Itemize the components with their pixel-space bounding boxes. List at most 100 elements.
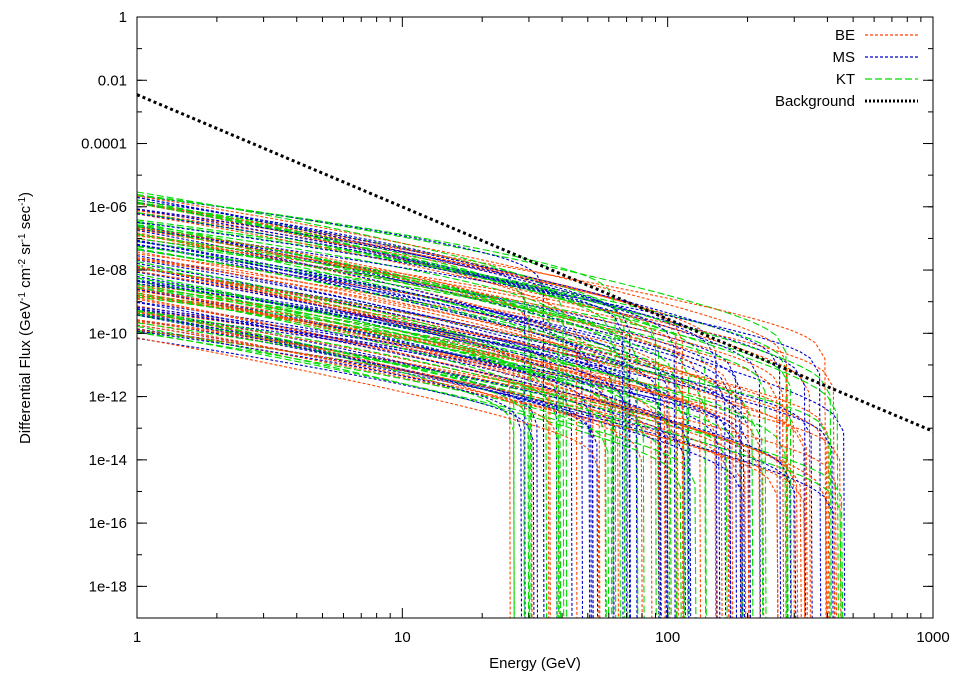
y-tick-label: 1e-10	[89, 325, 127, 342]
y-tick-label: 1e-18	[89, 578, 127, 595]
spectrum-curve-kt	[137, 313, 515, 618]
spectrum-curve-ms	[137, 314, 687, 618]
x-tick-label: 100	[655, 629, 680, 646]
spectrum-curve-be	[137, 324, 643, 618]
spectrum-curve-kt	[137, 277, 672, 618]
spectrum-curve-ms	[137, 314, 836, 618]
spectrum-curve-kt	[137, 330, 697, 618]
series-line-background	[137, 93, 933, 433]
spectrum-curve-be	[137, 270, 828, 618]
axis-ticks	[136, 16, 934, 619]
spectrum-curve-ms	[137, 240, 727, 618]
spectrum-curve-be	[137, 232, 601, 618]
spectrum-curve-kt	[137, 195, 617, 618]
y-tick-label: 1e-12	[89, 389, 127, 406]
spectrum-curve-kt	[137, 222, 621, 618]
spectrum-curve-ms	[137, 309, 539, 618]
spectrum-curve-ms	[137, 287, 667, 618]
spectrum-curve-ms	[137, 306, 732, 618]
spectrum-curve-ms	[137, 312, 744, 618]
spectrum-curve-be	[137, 288, 828, 618]
spectrum-curve-be	[137, 227, 533, 618]
plot-frame	[136, 16, 934, 619]
spectrum-curve-be	[137, 320, 838, 618]
spectrum-curve-be	[137, 285, 717, 618]
x-tick-label: 10	[394, 629, 411, 646]
spectrum-curve-kt	[137, 280, 548, 618]
spectrum-curve-kt	[137, 309, 607, 618]
spectrum-curve-be	[137, 294, 808, 618]
spectrum-curve-be	[137, 267, 830, 618]
spectrum-curve-ms	[137, 337, 535, 618]
spectrum-curve-be	[137, 309, 842, 618]
spectrum-curve-kt	[137, 309, 842, 618]
spectrum-curve-be	[137, 251, 594, 618]
spectrum-curve-be	[137, 238, 684, 618]
y-tick-label: 1e-14	[89, 452, 127, 469]
spectrum-curve-be	[137, 266, 806, 618]
spectrum-curve-be	[137, 298, 802, 618]
spectrum-curve-ms	[137, 224, 846, 618]
spectrum-curve-ms	[137, 196, 782, 618]
spectrum-curve-kt	[137, 247, 707, 618]
spectrum-curve-kt	[137, 310, 669, 618]
spectrum-curve-kt	[137, 224, 568, 618]
legend-label-be: BE	[835, 27, 855, 44]
spectrum-curve-ms	[137, 266, 615, 618]
spectrum-curve-kt	[137, 273, 562, 618]
y-tick-label: 0.0001	[81, 136, 127, 153]
x-axis-label: Energy (GeV)	[489, 655, 581, 672]
y-tick-label: 0.01	[98, 72, 127, 89]
spectrum-curve-ms	[137, 280, 628, 618]
spectrum-curve-be	[137, 203, 551, 618]
spectrum-curve-kt	[137, 191, 565, 618]
spectra-curves	[137, 191, 846, 618]
spectrum-curve-kt	[137, 314, 844, 618]
spectrum-curve-kt	[137, 220, 657, 618]
spectrum-curve-kt	[137, 233, 629, 618]
spectrum-curve-be	[137, 235, 836, 618]
spectrum-curve-ms	[137, 262, 638, 618]
spectrum-curve-ms	[137, 259, 750, 618]
spectrum-curve-ms	[137, 229, 584, 618]
spectrum-curve-be	[137, 234, 779, 618]
spectrum-curve-be	[137, 257, 671, 618]
spectrum-curve-ms	[137, 196, 718, 618]
y-tick-label: 1e-16	[89, 515, 127, 532]
y-tick-label: 1e-06	[89, 199, 127, 216]
spectrum-curve-kt	[137, 264, 787, 618]
spectrum-curve-ms	[137, 288, 692, 618]
spectrum-curve-ms	[137, 271, 690, 618]
legend: BE MS KT Background	[775, 27, 918, 110]
x-tick-label: 1000	[916, 629, 949, 646]
x-tick-label: 1	[133, 629, 141, 646]
spectrum-curve-kt	[137, 199, 839, 618]
spectrum-curve-kt	[137, 287, 764, 618]
spectrum-curve-be	[137, 319, 747, 618]
spectrum-curve-be	[137, 288, 742, 618]
spectrum-curve-be	[137, 210, 827, 618]
spectrum-curve-kt	[137, 202, 832, 618]
spectrum-curve-ms	[137, 243, 592, 618]
y-tick-label: 1	[119, 9, 127, 26]
spectrum-curve-ms	[137, 243, 742, 618]
spectrum-curve-kt	[137, 283, 614, 618]
spectrum-curve-kt	[137, 246, 639, 618]
spectrum-curve-kt	[137, 261, 515, 618]
spectrum-curve-be	[137, 310, 560, 618]
spectrum-curve-be	[137, 195, 789, 618]
spectrum-curve-ms	[137, 240, 662, 618]
spectrum-curve-be	[137, 297, 619, 618]
spectrum-curve-be	[137, 229, 785, 618]
spectrum-curve-ms	[137, 255, 660, 618]
axis-tick-labels: 1 10 100 1000 1 0.01 0.0001 1e-06 1e-08 1e-10 1e-1…	[81, 9, 950, 646]
spectrum-curve-kt	[137, 331, 610, 618]
spectrum-curve-ms	[137, 301, 792, 618]
spectrum-curve-be	[137, 211, 678, 618]
legend-label-background: Background	[775, 93, 855, 110]
spectrum-curve-be	[137, 213, 811, 618]
spectrum-curve-kt	[137, 212, 660, 618]
legend-label-kt: KT	[836, 71, 855, 88]
spectrum-curve-be	[137, 287, 653, 618]
